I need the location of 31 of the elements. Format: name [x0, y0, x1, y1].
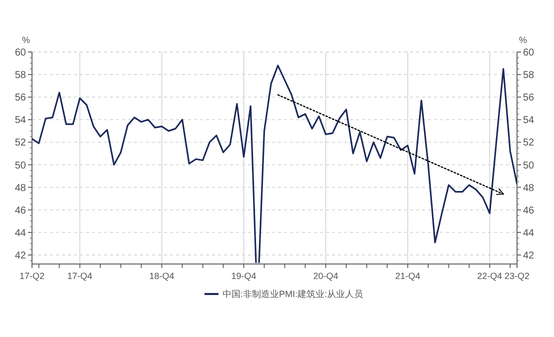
y-tick-label: 50 — [14, 160, 26, 172]
y-tick-label: 44 — [14, 228, 26, 239]
y2-tick-label: 42 — [523, 250, 535, 262]
legend-label: 中国:非制造业PMI:建筑业:从业人员 — [222, 289, 364, 299]
y-tick-label: 46 — [14, 205, 26, 216]
y2-tick-label: 52 — [523, 138, 535, 149]
y2-tick-label: 46 — [523, 205, 535, 216]
x-tick-label: 23-Q2 — [504, 271, 530, 281]
y2-tick-label: 44 — [523, 228, 535, 239]
x-tick-label: 19-Q4 — [231, 271, 256, 281]
y2-tick-label: 48 — [523, 182, 535, 194]
x-tick-label: 21-Q4 — [395, 271, 420, 281]
x-tick-label: 20-Q4 — [313, 271, 338, 281]
y2-tick-label: 54 — [523, 115, 535, 126]
y-tick-label: 56 — [14, 92, 26, 104]
x-tick-label: 17-Q4 — [67, 271, 92, 281]
x-tick-label: 18-Q4 — [149, 271, 174, 281]
y-tick-label: 58 — [14, 70, 26, 82]
y2-axis-title: % — [519, 35, 528, 45]
y-axis-title: % — [22, 35, 30, 45]
y-tick-label: 42 — [14, 250, 26, 262]
x-tick-label: 17-Q2 — [19, 271, 45, 281]
x-tick-label: 22-Q4 — [477, 271, 502, 281]
y-tick-label: 60 — [14, 48, 26, 58]
y2-tick-label: 60 — [523, 48, 535, 58]
y-tick-label: 52 — [14, 138, 26, 149]
y2-tick-label: 58 — [523, 70, 535, 82]
y-tick-label: 48 — [14, 182, 26, 194]
y2-tick-label: 56 — [523, 92, 535, 104]
y-tick-label: 54 — [14, 115, 26, 126]
y2-tick-label: 50 — [523, 160, 535, 172]
